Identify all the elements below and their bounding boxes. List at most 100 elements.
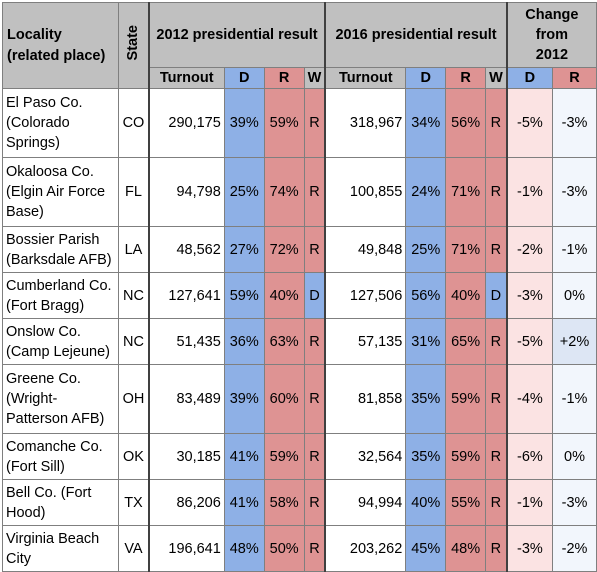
turnout-2016-cell: 100,855 [324, 157, 407, 227]
r-2012-cell: 63% [263, 318, 305, 365]
locality-cell: Greene Co. (Wright-Patterson AFB) [1, 364, 120, 434]
d-2012-cell: 27% [223, 226, 265, 273]
table-row: Bossier Parish (Barksdale AFB) LA 48,562 27… [1, 226, 597, 273]
d-2012-header: D [223, 67, 265, 89]
result-2012-header: 2012 presidential result [147, 2, 326, 68]
w-2012-header: W [303, 67, 326, 89]
d-2016-cell: 35% [405, 433, 447, 480]
turnout-2016-cell: 32,564 [324, 433, 407, 480]
winner-2016-cell: D [485, 272, 508, 319]
d-2012-cell: 25% [223, 157, 265, 227]
winner-2012-cell: R [303, 226, 326, 273]
turnout-2012-cell: 51,435 [147, 318, 225, 365]
table-row: El Paso Co. (Colorado Springs) CO 290,175 3… [1, 88, 597, 158]
result-2016-header: 2016 presidential result [324, 2, 508, 68]
d-2012-cell: 36% [223, 318, 265, 365]
turnout-2012-cell: 127,641 [147, 272, 225, 319]
turnout-2012-cell: 30,185 [147, 433, 225, 480]
d-2012-cell: 59% [223, 272, 265, 319]
turnout-2016-cell: 57,135 [324, 318, 407, 365]
state-cell: NC [118, 318, 150, 365]
r-2012-cell: 74% [263, 157, 305, 227]
table-row: Comanche Co. (Fort Sill) OK 30,185 41% 59% R 3… [1, 433, 597, 480]
r-2012-cell: 60% [263, 364, 305, 434]
d-2012-cell: 39% [223, 88, 265, 158]
d-2012-cell: 41% [223, 479, 265, 526]
d-2016-cell: 45% [405, 525, 447, 572]
change-d-cell: -1% [505, 479, 554, 526]
turnout-2016-cell: 203,262 [324, 525, 407, 572]
header-row-top: Locality (related place) State 2012 pres… [1, 2, 597, 89]
change-r-cell: -1% [552, 226, 597, 273]
turnout-2012-cell: 94,798 [147, 157, 225, 227]
change-d-cell: -3% [505, 272, 554, 319]
turnout-2012-cell: 290,175 [147, 88, 225, 158]
turnout-2016-cell: 94,994 [324, 479, 407, 526]
table-row: Greene Co. (Wright-Patterson AFB) OH 83,48… [1, 364, 597, 434]
d-2016-cell: 24% [405, 157, 447, 227]
locality-cell: Bossier Parish (Barksdale AFB) [1, 226, 120, 273]
winner-2012-cell: D [303, 272, 326, 319]
change-r-cell: 0% [552, 433, 597, 480]
change-d-header: D [505, 67, 554, 89]
d-2016-cell: 31% [405, 318, 447, 365]
winner-2016-cell: R [485, 318, 508, 365]
table-row: Okaloosa Co. (Elgin Air Force Base) FL 94,… [1, 157, 597, 227]
turnout-2016-cell: 127,506 [324, 272, 407, 319]
state-header: State [118, 2, 150, 89]
winner-2012-cell: R [303, 157, 326, 227]
table-row: Onslow Co. (Camp Lejeune) NC 51,435 36% 63% R… [1, 318, 597, 365]
change-r-cell: -3% [552, 157, 597, 227]
r-2016-cell: 59% [445, 433, 487, 480]
r-2016-header: R [445, 67, 487, 89]
state-cell: LA [118, 226, 150, 273]
state-cell: NC [118, 272, 150, 319]
locality-cell: Okaloosa Co. (Elgin Air Force Base) [1, 157, 120, 227]
change-d-cell: -1% [505, 157, 554, 227]
turnout-2012-header: Turnout [147, 67, 225, 89]
r-2016-cell: 59% [445, 364, 487, 434]
d-2012-cell: 39% [223, 364, 265, 434]
winner-2016-cell: R [485, 226, 508, 273]
turnout-2012-cell: 83,489 [147, 364, 225, 434]
state-cell: OK [118, 433, 150, 480]
r-2012-cell: 50% [263, 525, 305, 572]
r-2016-cell: 55% [445, 479, 487, 526]
d-2012-cell: 41% [223, 433, 265, 480]
table-body: El Paso Co. (Colorado Springs) CO 290,175 3… [1, 88, 597, 572]
r-2016-cell: 56% [445, 88, 487, 158]
r-2012-cell: 59% [263, 88, 305, 158]
d-2012-cell: 48% [223, 525, 265, 572]
table-row: Virginia Beach City VA 196,641 48% 50% R 203,2… [1, 525, 597, 572]
locality-header: Locality (related place) [1, 2, 120, 89]
change-r-cell: -3% [552, 479, 597, 526]
r-2012-cell: 72% [263, 226, 305, 273]
turnout-2016-cell: 49,848 [324, 226, 407, 273]
winner-2012-cell: R [303, 364, 326, 434]
winner-2016-cell: R [485, 364, 508, 434]
change-d-cell: -5% [505, 88, 554, 158]
change-r-cell: -3% [552, 88, 597, 158]
change-r-cell: 0% [552, 272, 597, 319]
turnout-2012-cell: 196,641 [147, 525, 225, 572]
d-2016-cell: 56% [405, 272, 447, 319]
winner-2016-cell: R [485, 525, 508, 572]
locality-cell: Bell Co. (Fort Hood) [1, 479, 120, 526]
r-2012-cell: 40% [263, 272, 305, 319]
change-r-cell: +2% [552, 318, 597, 365]
winner-2016-cell: R [485, 157, 508, 227]
table-row: Bell Co. (Fort Hood) TX 86,206 41% 58% R 94,99… [1, 479, 597, 526]
header-row-sub: Turnout D R W Turnout D R W D R [3, 67, 597, 89]
w-2016-header: W [485, 67, 508, 89]
locality-cell: Comanche Co. (Fort Sill) [1, 433, 120, 480]
turnout-2016-header: Turnout [324, 67, 407, 89]
change-d-cell: -3% [505, 525, 554, 572]
d-2016-cell: 40% [405, 479, 447, 526]
change-d-cell: -6% [505, 433, 554, 480]
change-d-cell: -5% [505, 318, 554, 365]
state-header-label: State [125, 24, 142, 61]
winner-2012-cell: R [303, 433, 326, 480]
r-2012-cell: 58% [263, 479, 305, 526]
state-cell: FL [118, 157, 150, 227]
